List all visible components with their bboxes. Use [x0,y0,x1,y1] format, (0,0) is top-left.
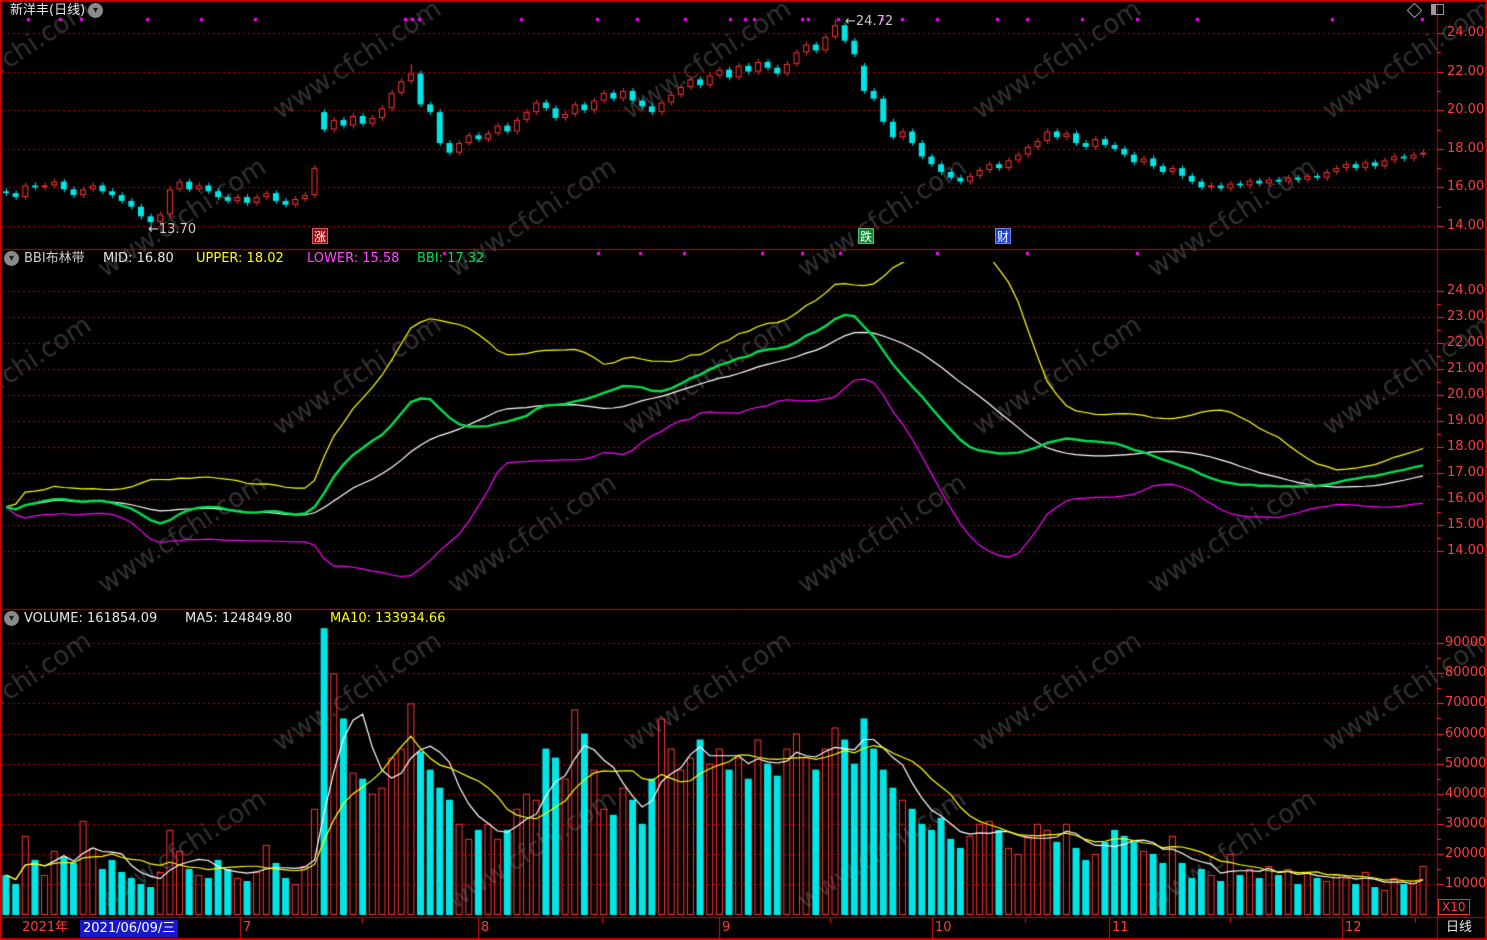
axis-tick-label: 23.00 [1447,309,1485,324]
split-window-icon[interactable] [1431,4,1444,15]
volume-multiplier-label: X10 [1438,899,1470,915]
volume-ma5-value: MA5: 124849.80 [185,611,293,626]
axis-tick-label: 15.00 [1447,517,1485,532]
high-price-annotation: ←24.72 [845,14,894,29]
axis-tick-label: 80000 [1445,665,1487,681]
bbi-lower-value: LOWER: 15.58 [307,251,400,266]
volume-value: VOLUME: 161854.09 [24,611,158,626]
low-price-annotation: ←13.70 [148,222,197,237]
axis-tick-label: 14.00 [1447,543,1485,558]
timeline-month-label: 10 [935,920,952,935]
axis-tick-label: 14.00 [1447,218,1485,233]
axis-tick-label: 40000 [1445,785,1487,801]
bbi-indicator-title: BBI布林带 [24,251,85,266]
axis-tick-label: 19.00 [1447,413,1485,428]
axis-tick-label: 22.00 [1447,335,1485,350]
axis-tick-label: 21.00 [1447,361,1485,376]
axis-tick-label: 60000 [1445,725,1487,741]
timeline-month-label: 11 [1112,920,1129,935]
period-label[interactable]: 日线 [1446,920,1473,935]
timeline-month-label: 7 [243,920,252,935]
volume-collapse-icon[interactable]: ▾ [4,611,19,626]
axis-tick-label: 70000 [1445,695,1487,711]
axis-tick-label: 30000 [1445,815,1487,831]
axis-tick-label: 10000 [1445,876,1487,891]
axis-tick-label: 18.00 [1447,439,1485,454]
axis-tick-label: 90000 [1445,635,1487,651]
bbi-upper-value: UPPER: 18.02 [196,251,284,266]
axis-tick-label: 20000 [1445,845,1487,861]
bbi-value: BBI: 17.32 [417,251,485,266]
timeline-selected-date[interactable]: 2021/06/09/三 [80,920,179,937]
timeline-month-label: 9 [722,920,731,935]
axis-tick-label: 50000 [1445,755,1487,771]
axis-tick-label: 18.00 [1447,140,1485,156]
axis-tick-label: 20.00 [1447,387,1485,402]
timeline-year-label: 2021年 [22,920,69,935]
bbi-mid-value: MID: 16.80 [103,251,174,266]
chevron-down-icon[interactable]: ▾ [88,3,103,18]
volume-ma10-value: MA10: 133934.66 [330,611,446,626]
axis-tick-label: 22.00 [1447,63,1485,79]
axis-tick-label: 16.00 [1447,179,1485,195]
axis-tick-label: 24.00 [1447,25,1485,40]
event-badge-财: 财 [995,228,1011,244]
axis-tick-label: 17.00 [1447,465,1485,480]
window-title: 新洋丰(日线) [10,3,86,18]
axis-tick-label: 20.00 [1447,102,1485,118]
bbi-collapse-icon[interactable]: ▾ [4,251,19,266]
axis-tick-label: 16.00 [1447,491,1485,506]
event-badge-跌: 跌 [858,228,874,244]
timeline-month-label: 8 [481,920,490,935]
axis-tick-label: 24.00 [1447,283,1485,298]
timeline-month-label: 12 [1345,920,1362,935]
event-badge-涨: 涨 [312,228,328,244]
